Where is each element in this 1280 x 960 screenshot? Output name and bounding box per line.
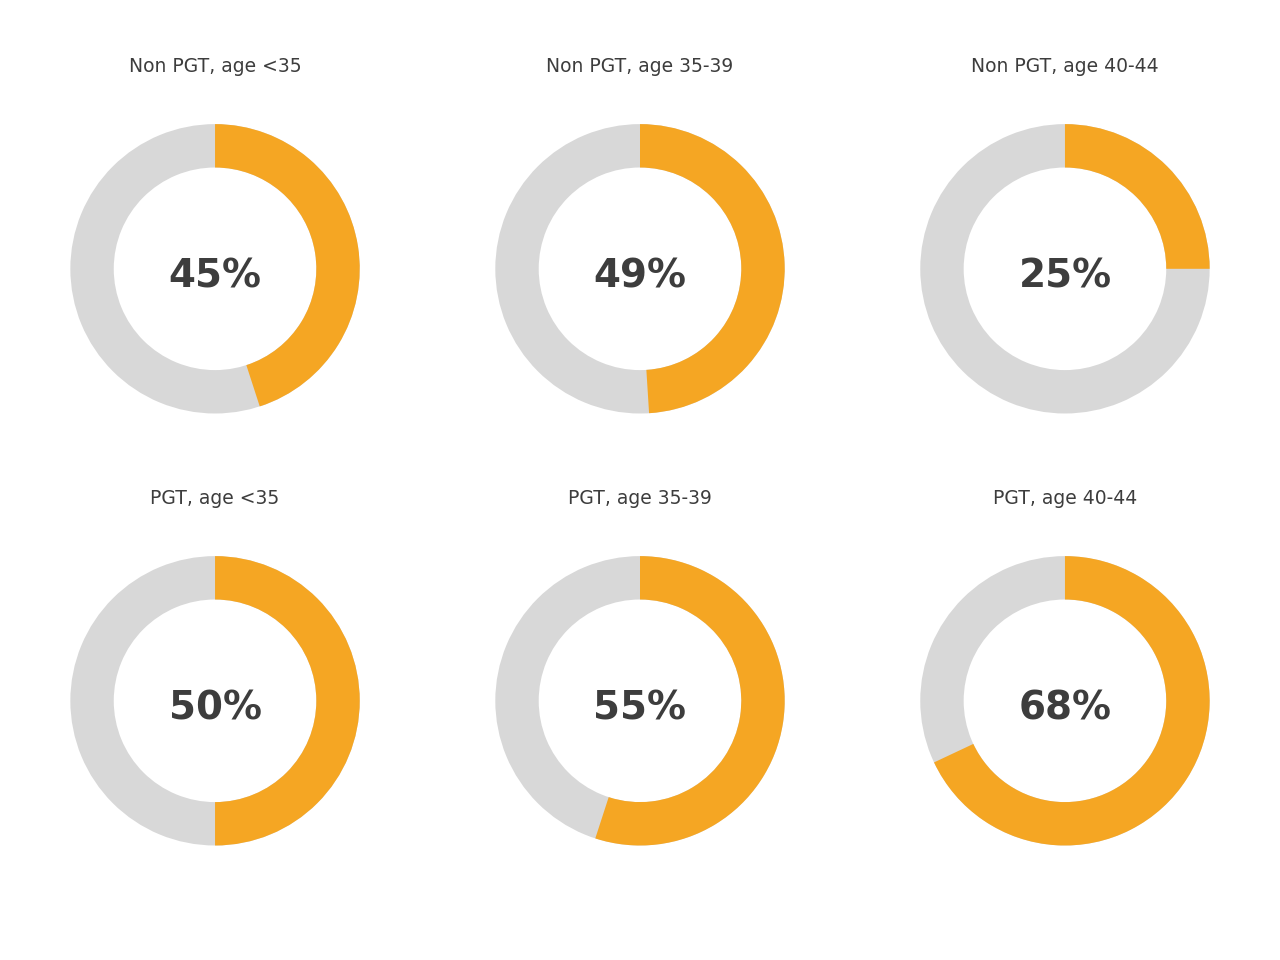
Text: 68%: 68%: [1019, 689, 1111, 727]
Text: 45%: 45%: [169, 257, 261, 295]
Text: PGT, age 35-39: PGT, age 35-39: [568, 490, 712, 509]
Wedge shape: [920, 124, 1210, 414]
Wedge shape: [495, 556, 785, 846]
Wedge shape: [920, 556, 1210, 846]
Text: PGT, age 40-44: PGT, age 40-44: [993, 490, 1137, 509]
Wedge shape: [640, 124, 785, 413]
Wedge shape: [70, 556, 360, 846]
Wedge shape: [595, 556, 785, 846]
Wedge shape: [70, 124, 360, 414]
Text: Non PGT, age 40-44: Non PGT, age 40-44: [972, 58, 1158, 77]
Wedge shape: [1065, 124, 1210, 269]
Wedge shape: [215, 124, 360, 406]
Wedge shape: [215, 556, 360, 846]
Text: 49%: 49%: [594, 257, 686, 295]
Text: 55%: 55%: [594, 689, 686, 727]
Wedge shape: [934, 556, 1210, 846]
Text: 25%: 25%: [1019, 257, 1111, 295]
Text: Non PGT, age <35: Non PGT, age <35: [129, 58, 301, 77]
Text: 50%: 50%: [169, 689, 261, 727]
Wedge shape: [495, 124, 785, 414]
Text: Non PGT, age 35-39: Non PGT, age 35-39: [547, 58, 733, 77]
Text: PGT, age <35: PGT, age <35: [151, 490, 279, 509]
